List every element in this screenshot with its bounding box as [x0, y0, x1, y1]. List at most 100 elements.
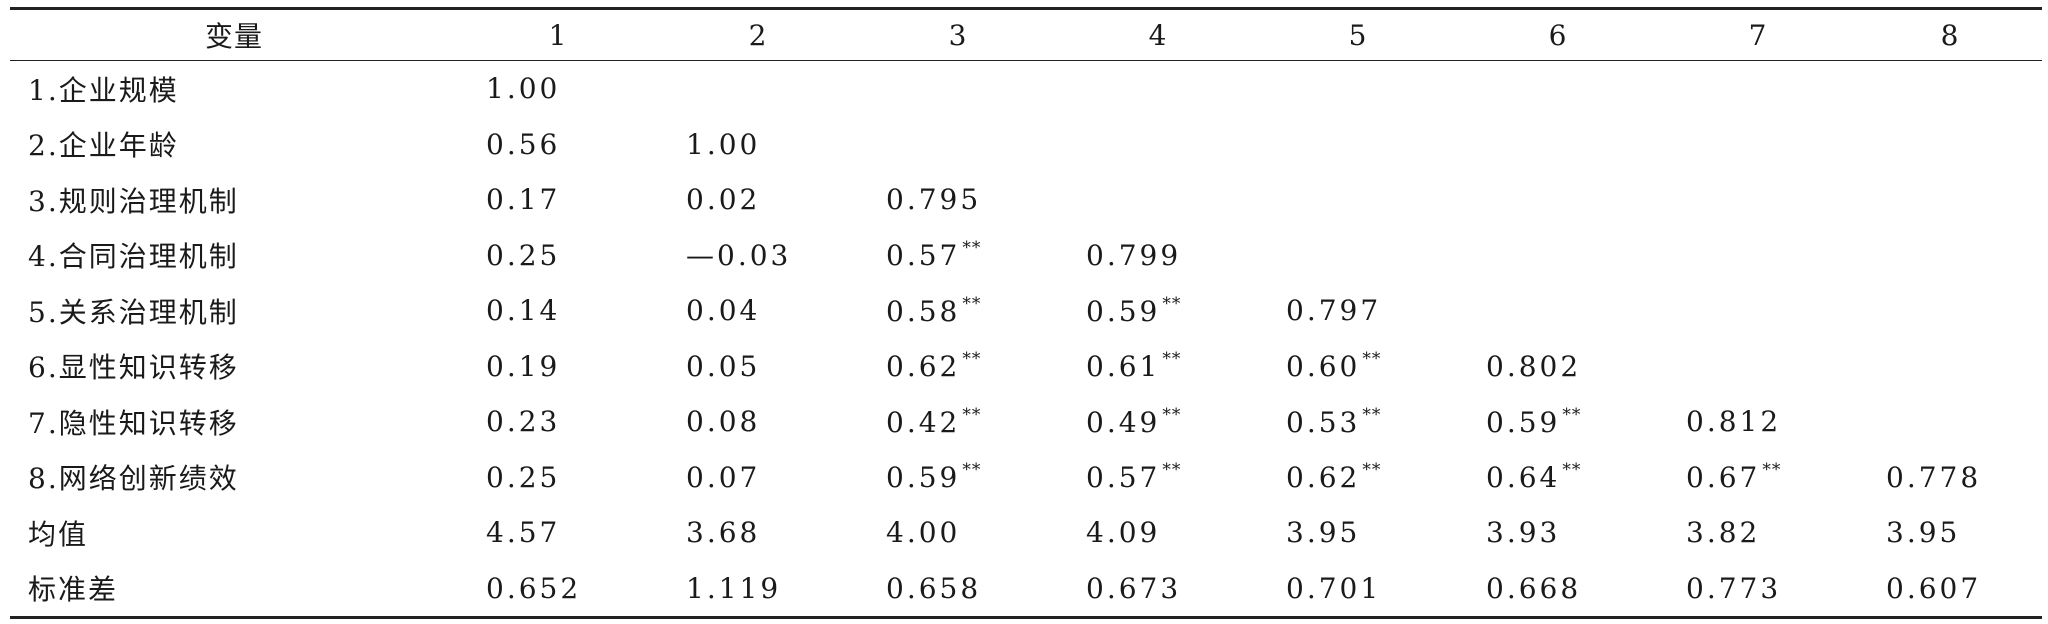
variable-name: 7.隐性知识转移 — [28, 406, 239, 440]
cell-value: 3.95 — [1886, 516, 1961, 550]
significance-mark: ** — [962, 460, 982, 481]
cell-value: 0.04 — [686, 294, 761, 328]
cell-value: 0.59 — [886, 461, 961, 495]
cell-value: 0.67 — [1686, 461, 1761, 495]
table-cell: 3.95 — [1258, 505, 1458, 561]
table-cell: 4.09 — [1058, 505, 1258, 561]
cell-value: 0.62 — [1286, 461, 1361, 495]
cell-value: 0.07 — [686, 460, 761, 494]
table-cell — [1458, 283, 1658, 339]
table-row: 4.合同治理机制 0.25 —0.03 0.57 ** 0.799 — [10, 228, 2042, 284]
variable-name: 3.规则治理机制 — [28, 184, 239, 218]
cell-value: 0.57 — [886, 239, 961, 273]
variable-name: 6.显性知识转移 — [28, 351, 239, 385]
table-cell: 0.795 — [858, 172, 1058, 228]
table-cell: 0.08 — [658, 394, 858, 450]
significance-mark: ** — [1162, 460, 1182, 481]
variable-name: 标准差 — [28, 573, 119, 607]
table-row: 8.网络创新绩效 0.25 0.07 0.59 ** 0.57 ** 0.62 ** 0.64 **… — [10, 450, 2042, 506]
significance-mark: ** — [1362, 349, 1382, 370]
cell-value: 1.119 — [686, 571, 782, 605]
table-cell: 0.25 — [458, 228, 658, 284]
table-row: 7.隐性知识转移 0.23 0.08 0.42 ** 0.49 ** 0.53 ** 0.59 **… — [10, 394, 2042, 450]
cell-value: 0.59 — [1486, 405, 1561, 439]
significance-mark: ** — [1362, 404, 1382, 425]
cell-value: 3.93 — [1486, 516, 1561, 550]
table-cell: 0.778 — [1858, 450, 2042, 506]
table-cell — [1658, 172, 1858, 228]
table-cell — [858, 61, 1058, 117]
table-cell: 0.62 ** — [858, 339, 1058, 395]
table-cell — [1858, 339, 2042, 395]
table-cell — [1258, 172, 1458, 228]
table-cell: 0.25 — [458, 450, 658, 506]
table-cell: 3.82 — [1658, 505, 1858, 561]
table-cell: 0.53 ** — [1258, 394, 1458, 450]
table-cell: 0.668 — [1458, 561, 1658, 618]
cell-value: 0.812 — [1686, 405, 1782, 439]
table-cell — [1658, 283, 1858, 339]
cell-value: 0.25 — [486, 238, 561, 272]
cell-value: 4.09 — [1086, 516, 1161, 550]
table-cell: 0.42 ** — [858, 394, 1058, 450]
table-cell: 0.773 — [1658, 561, 1858, 618]
header-cell: 4 — [1148, 18, 1168, 52]
cell-value: 0.25 — [486, 460, 561, 494]
cell-value: 0.658 — [886, 571, 982, 605]
cell-value: 1.00 — [686, 127, 761, 161]
table-cell: 0.812 — [1658, 394, 1858, 450]
table-cell: 0.19 — [458, 339, 658, 395]
table-cell: 0.652 — [458, 561, 658, 618]
cell-value: 1.00 — [486, 72, 561, 106]
significance-mark: ** — [962, 404, 982, 425]
table-cell: 0.57 ** — [1058, 450, 1258, 506]
cell-value: 4.57 — [486, 516, 561, 550]
cell-value: 0.05 — [686, 349, 761, 383]
cell-value: 0.49 — [1086, 405, 1161, 439]
table-cell — [1858, 172, 2042, 228]
table-cell: 0.658 — [858, 561, 1058, 618]
header-cell: 5 — [1348, 18, 1368, 52]
table-cell: 0.64 ** — [1458, 450, 1658, 506]
cell-value: 0.19 — [486, 349, 561, 383]
cell-value: 0.57 — [1086, 461, 1161, 495]
header-cell: 2 — [748, 18, 768, 52]
table-cell: 0.701 — [1258, 561, 1458, 618]
table-cell — [1458, 228, 1658, 284]
header-cell: 7 — [1748, 18, 1768, 52]
table-cell — [1258, 61, 1458, 117]
table-cell: 0.59 ** — [1458, 394, 1658, 450]
table-row: 5.关系治理机制 0.14 0.04 0.58 ** 0.59 ** 0.797 — [10, 283, 2042, 339]
significance-mark: ** — [962, 293, 982, 314]
cell-value: 0.802 — [1486, 349, 1582, 383]
variable-name: 8.网络创新绩效 — [28, 462, 239, 496]
table-cell: 0.60 ** — [1258, 339, 1458, 395]
cell-value: 0.62 — [886, 350, 961, 384]
cell-value: 0.607 — [1886, 571, 1982, 605]
table-cell — [858, 117, 1058, 173]
table-cell: 0.58 ** — [858, 283, 1058, 339]
table-row: 6.显性知识转移 0.19 0.05 0.62 ** 0.61 ** 0.60 ** 0.802 — [10, 339, 2042, 395]
table-cell: 0.14 — [458, 283, 658, 339]
table-cell — [1858, 283, 2042, 339]
table-cell: 0.607 — [1858, 561, 2042, 618]
table-cell: 4.00 — [858, 505, 1058, 561]
table-cell — [1458, 61, 1658, 117]
table-cell: 0.673 — [1058, 561, 1258, 618]
significance-mark: ** — [1562, 460, 1582, 481]
table-cell: 0.04 — [658, 283, 858, 339]
significance-mark: ** — [962, 349, 982, 370]
table-cell: 0.23 — [458, 394, 658, 450]
table-row: 2.企业年龄 0.56 1.00 — [10, 117, 2042, 173]
header-cell: 6 — [1548, 18, 1568, 52]
table-cell: 0.797 — [1258, 283, 1458, 339]
table-cell — [1658, 61, 1858, 117]
cell-value: 0.59 — [1086, 294, 1161, 328]
cell-value: 0.61 — [1086, 350, 1161, 384]
header-cell: 8 — [1940, 18, 1960, 52]
table-cell: —0.03 — [658, 228, 858, 284]
table-cell: 0.62 ** — [1258, 450, 1458, 506]
table-cell — [1658, 339, 1858, 395]
cell-value: 0.14 — [486, 294, 561, 328]
cell-value: 3.95 — [1286, 516, 1361, 550]
